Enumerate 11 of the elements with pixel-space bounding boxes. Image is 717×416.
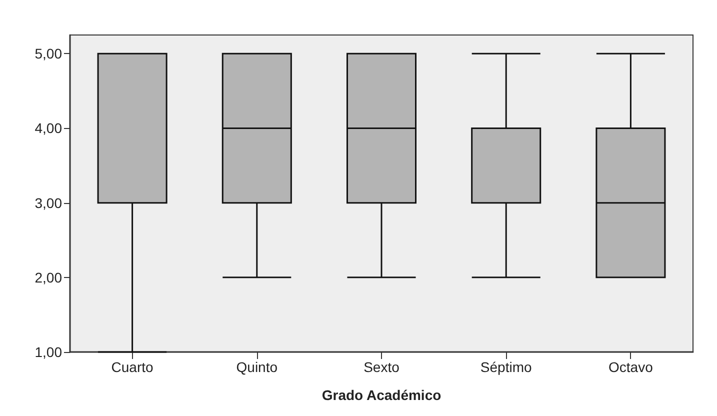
y-tick-label: 5,00	[34, 46, 62, 62]
x-tick-label: Sexto	[364, 359, 400, 375]
y-tick-label: 4,00	[34, 120, 62, 136]
x-tick-label: Octavo	[608, 359, 654, 375]
y-tick-label: 3,00	[34, 194, 62, 211]
y-tick-label: 2,00	[34, 269, 62, 286]
x-tick-label: Cuarto	[111, 359, 154, 375]
x-tick-label: Séptimo	[480, 359, 532, 375]
x-tick-label: Quinto	[236, 359, 278, 375]
x-axis-title: Grado Académico	[322, 387, 442, 403]
y-tick-label: 1,00	[34, 344, 62, 360]
